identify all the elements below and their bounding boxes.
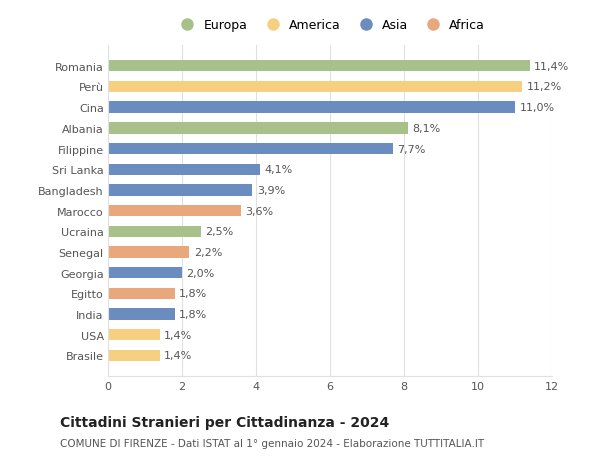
Bar	[108, 82, 523, 93]
Text: 2,2%: 2,2%	[194, 247, 222, 257]
Text: 8,1%: 8,1%	[412, 123, 440, 134]
Bar	[108, 350, 160, 361]
Bar	[108, 226, 200, 237]
Bar	[108, 61, 530, 72]
Text: COMUNE DI FIRENZE - Dati ISTAT al 1° gennaio 2024 - Elaborazione TUTTITALIA.IT: COMUNE DI FIRENZE - Dati ISTAT al 1° gen…	[60, 438, 484, 448]
Text: 2,0%: 2,0%	[187, 268, 215, 278]
Text: 11,4%: 11,4%	[534, 62, 569, 72]
Text: 7,7%: 7,7%	[397, 144, 426, 154]
Bar	[108, 309, 175, 320]
Legend: Europa, America, Asia, Africa: Europa, America, Asia, Africa	[175, 19, 485, 32]
Bar	[108, 123, 408, 134]
Bar	[108, 330, 160, 341]
Text: 1,8%: 1,8%	[179, 289, 207, 299]
Text: 11,2%: 11,2%	[527, 82, 562, 92]
Bar	[108, 288, 175, 299]
Text: 3,9%: 3,9%	[257, 185, 285, 196]
Bar	[108, 102, 515, 113]
Bar	[108, 185, 252, 196]
Bar	[108, 247, 190, 258]
Bar	[108, 268, 182, 279]
Bar	[108, 164, 260, 175]
Bar	[108, 206, 241, 217]
Text: 11,0%: 11,0%	[520, 103, 554, 113]
Text: 1,4%: 1,4%	[164, 330, 193, 340]
Text: 4,1%: 4,1%	[264, 165, 292, 175]
Text: Cittadini Stranieri per Cittadinanza - 2024: Cittadini Stranieri per Cittadinanza - 2…	[60, 415, 389, 429]
Text: 1,4%: 1,4%	[164, 351, 193, 361]
Bar	[108, 144, 393, 155]
Text: 2,5%: 2,5%	[205, 227, 233, 237]
Text: 3,6%: 3,6%	[245, 206, 274, 216]
Text: 1,8%: 1,8%	[179, 309, 207, 319]
